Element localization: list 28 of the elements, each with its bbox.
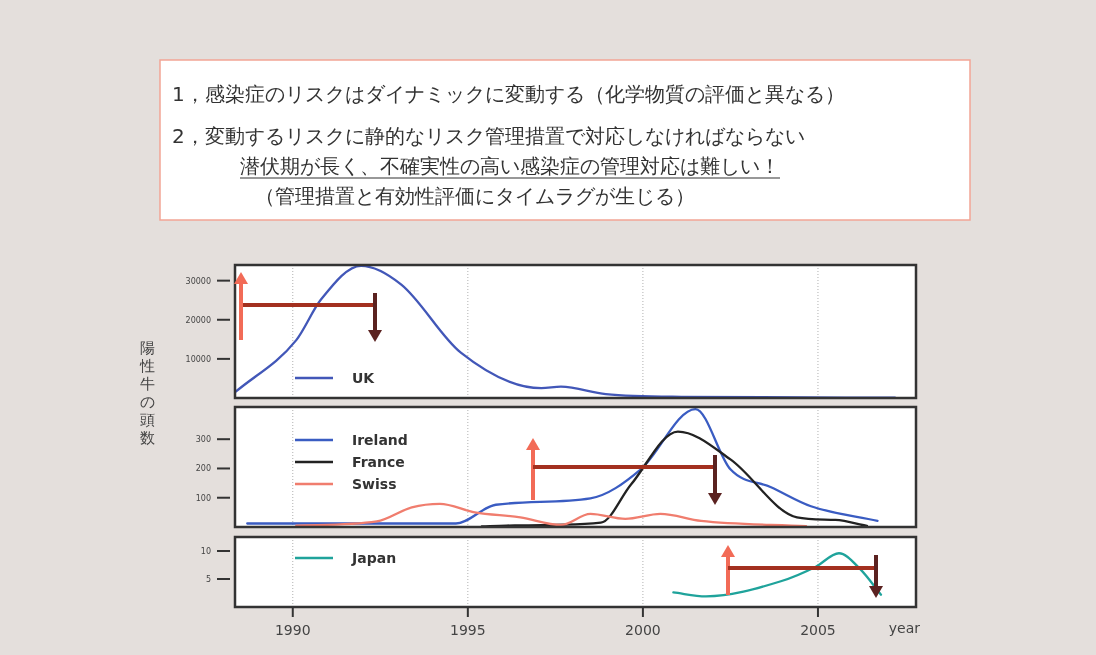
line-series xyxy=(295,502,808,528)
legend-label: UK xyxy=(352,370,376,387)
text: 1，感染症のリスクはダイナミックに変動する（化学物質の評価と異なる） xyxy=(172,82,845,106)
y-tick-label: 100 xyxy=(195,493,211,503)
line-series xyxy=(480,430,869,528)
line-series xyxy=(246,407,879,525)
legend-label: France xyxy=(352,454,405,470)
y-tick-label: 200 xyxy=(195,464,211,474)
line-series xyxy=(234,264,897,399)
y-tick-label: 30000 xyxy=(185,276,211,286)
x-tick-label: 2000 xyxy=(625,622,661,638)
y-tick-label: 300 xyxy=(195,435,211,445)
legend-label: Swiss xyxy=(352,476,397,492)
y-axis-title: 陽性牛の頭数 xyxy=(138,339,155,447)
y-tick-label: 10000 xyxy=(185,354,211,364)
line-series xyxy=(672,552,883,598)
x-tick-label: 1995 xyxy=(450,622,486,638)
y-tick-label: 20000 xyxy=(185,315,211,325)
x-tick-label: 1990 xyxy=(274,622,311,638)
y-tick-label: 10 xyxy=(200,547,211,556)
text: 潜伏期が長く、不確実性の高い感染症の管理対応は難しい！ xyxy=(240,154,780,178)
text: 2，変動するリスクに静的なリスク管理措置で対応しなければならない xyxy=(172,124,805,148)
text: （管理措置と有効性評価にタイムラグが生じる） xyxy=(255,184,695,208)
x-tick-label: 2005 xyxy=(800,622,836,638)
y-tick-label: 5 xyxy=(205,575,211,584)
legend-label: Japan xyxy=(351,550,397,566)
legend-label: Ireland xyxy=(352,432,408,448)
x-axis-title: year xyxy=(888,620,921,636)
